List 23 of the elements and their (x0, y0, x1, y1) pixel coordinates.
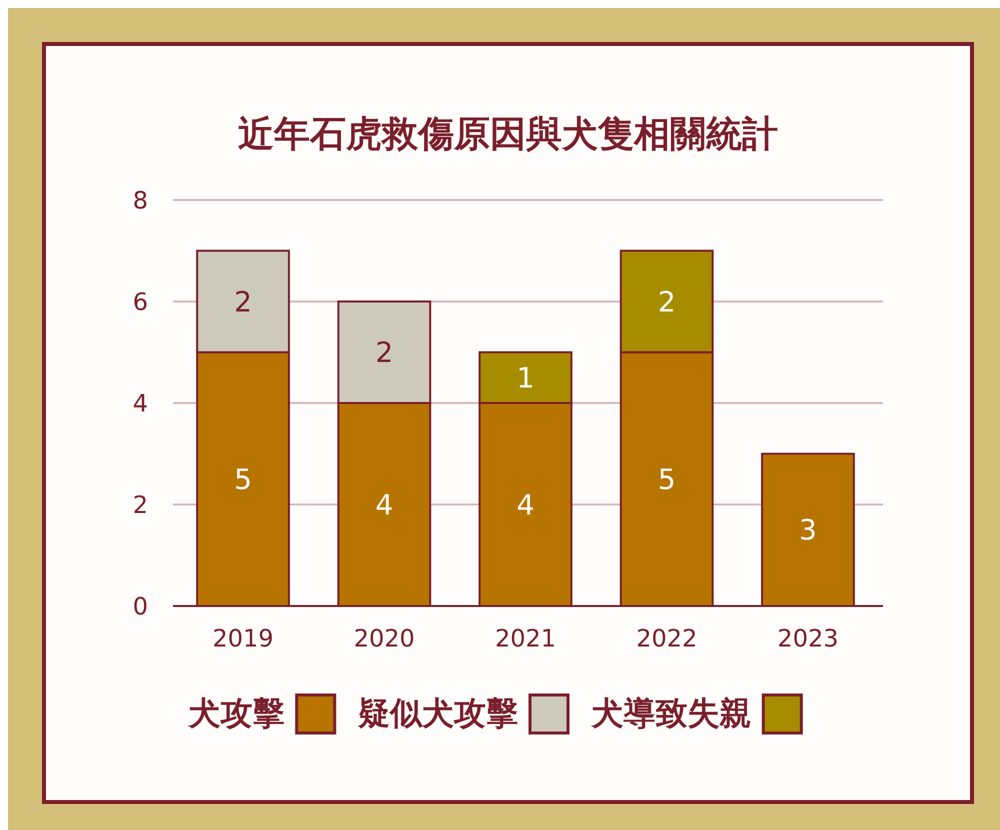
y-tick-label: 8 (132, 186, 148, 214)
data-label: 1 (516, 361, 534, 394)
x-tick-label: 2021 (494, 624, 556, 652)
y-tick-label: 6 (132, 288, 148, 316)
x-tick-label: 2023 (777, 624, 839, 652)
legend-label: 犬攻擊 (188, 694, 285, 732)
data-label: 5 (658, 462, 676, 496)
data-label: 4 (516, 488, 534, 522)
data-label: 4 (375, 488, 394, 522)
chart-title: 近年石虎救傷原因與犬隻相關統計 (238, 114, 778, 155)
x-tick-label: 2022 (636, 624, 698, 652)
data-label: 3 (799, 514, 817, 547)
y-tick-label: 4 (132, 389, 148, 418)
data-label: 2 (375, 336, 394, 370)
y-tick-label: 2 (132, 490, 148, 519)
data-label: 5 (234, 462, 252, 496)
x-tick-label: 2020 (354, 624, 415, 652)
data-label: 2 (658, 285, 676, 318)
x-tick-label: 2019 (212, 624, 274, 652)
y-tick-label: 0 (132, 592, 148, 620)
legend-label: 犬導致失親 (590, 694, 752, 732)
data-label: 2 (234, 285, 252, 318)
legend-label: 疑似犬攻擊 (357, 694, 518, 732)
